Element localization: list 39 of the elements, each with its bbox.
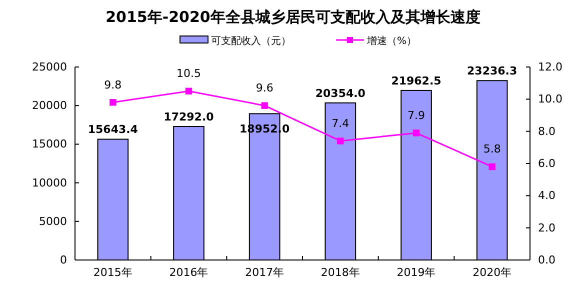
y2-tick-label: 12.0 (538, 60, 562, 74)
y2-tick-label: 8.0 (538, 124, 556, 138)
legend-label: 可支配收入（元） (211, 35, 291, 47)
data-label: 9.8 (104, 78, 122, 92)
x-tick-label: 2015年 (93, 266, 132, 279)
point (185, 88, 192, 94)
y-tick-label: 10000 (32, 176, 67, 190)
data-label: 17292.0 (164, 110, 214, 124)
point (412, 130, 420, 136)
point (261, 102, 268, 109)
y-tick-label: 15000 (32, 138, 67, 151)
x-tick-label: 2017年 (245, 266, 284, 279)
y-tick-label: 5000 (39, 214, 67, 228)
y2-tick-label: 2.0 (538, 221, 556, 234)
x-tick-label: 2016年 (169, 266, 208, 279)
data-label: 15643.4 (88, 123, 138, 136)
point (337, 138, 344, 144)
point (110, 99, 116, 106)
x-tick-label: 2020年 (472, 266, 512, 279)
y2-tick-label: 4.0 (538, 189, 556, 202)
y-tick-label: 20000 (32, 99, 67, 112)
data-label: 9.6 (256, 82, 274, 95)
data-label: 7.4 (332, 116, 350, 130)
data-label: 23236.3 (467, 64, 518, 78)
y2-tick-label: 6.0 (538, 157, 556, 170)
data-label: 20354.0 (315, 86, 366, 100)
y-tick-label: 0 (60, 254, 67, 267)
data-label: 7.9 (408, 108, 425, 122)
data-label: 5.8 (483, 142, 501, 156)
y-tick-label: 25000 (32, 60, 67, 74)
y2-tick-label: 0.0 (538, 254, 556, 267)
legend-label: 增速（%） (366, 35, 417, 47)
y2-tick-label: 10.0 (538, 92, 562, 106)
data-label: 10.5 (176, 67, 201, 80)
data-label: 21962.5 (391, 74, 442, 88)
chart-title: 2015年-2020年全县城乡居民可支配收入及其增长速度 (106, 8, 480, 26)
x-tick-label: 2018年 (320, 266, 360, 279)
x-tick-label: 2019年 (396, 266, 436, 279)
point (488, 163, 496, 170)
